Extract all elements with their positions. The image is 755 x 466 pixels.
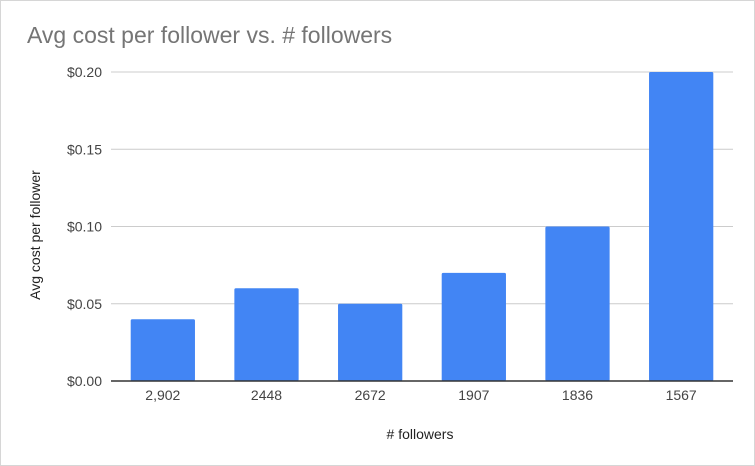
bars [130, 72, 714, 381]
y-tick-label: $0.05 [67, 296, 102, 312]
gridlines [111, 71, 733, 305]
bar [649, 72, 714, 381]
x-tick-label: 2,902 [145, 387, 180, 403]
x-tick-label: 1567 [666, 387, 697, 403]
x-axis-ticks: 2,902 2448 2672 1907 1836 1567 [145, 387, 697, 403]
x-tick-label: 2672 [355, 387, 386, 403]
bar [338, 303, 403, 381]
y-tick-label: $0.10 [67, 219, 102, 235]
y-tick-label: $0.00 [67, 373, 102, 389]
bar [130, 319, 195, 381]
y-tick-label: $0.20 [67, 64, 102, 80]
bar [441, 272, 506, 381]
bar [234, 288, 299, 381]
y-tick-label: $0.15 [67, 141, 102, 157]
bar [545, 226, 610, 381]
x-tick-label: 2448 [251, 387, 282, 403]
y-axis-ticks: $0.00 $0.05 $0.10 $0.15 $0.20 [67, 64, 102, 389]
chart-title: Avg cost per follower vs. # followers [27, 22, 392, 48]
y-axis-title: Avg cost per follower [27, 170, 43, 300]
x-tick-label: 1907 [458, 387, 489, 403]
x-tick-label: 1836 [562, 387, 593, 403]
x-axis-title: # followers [387, 426, 454, 442]
